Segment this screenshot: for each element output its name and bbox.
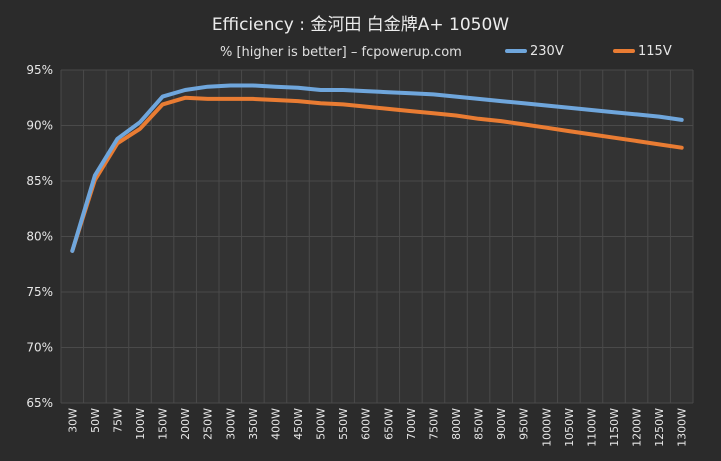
data-point-230v [477,97,481,101]
y-tick-label: 75% [26,285,53,299]
legend-swatch-115v [613,49,635,53]
x-tick-label: 1150W [608,408,621,447]
data-point-230v [635,112,639,116]
data-point-115v [364,105,368,109]
x-tick-label: 950W [518,408,531,440]
data-point-115v [273,98,277,102]
data-point-230v [341,88,345,92]
data-point-230v [544,104,548,107]
data-point-230v [680,118,684,122]
data-point-230v [161,95,165,99]
data-point-230v [454,95,458,99]
chart-subtitle: % [higher is better] – fcpowerup.com [220,45,462,60]
x-tick-label: 1100W [585,408,598,447]
y-tick-label: 70% [26,341,53,355]
x-tick-label: 850W [473,408,486,440]
x-tick-label: 400W [269,408,282,440]
data-point-115v [454,114,458,117]
data-point-115v [341,102,345,106]
x-tick-label: 600W [360,408,373,440]
x-tick-label: 200W [179,408,192,440]
data-point-115v [431,111,435,115]
x-tick-label: 900W [495,408,508,440]
data-point-230v [206,85,210,89]
x-tick-label: 500W [315,408,328,440]
data-point-115v [612,136,616,140]
x-tick-label: 450W [292,408,305,440]
data-point-115v [138,127,142,131]
data-point-115v [228,97,232,101]
x-tick-label: 1000W [540,408,553,447]
y-tick-label: 65% [26,396,53,410]
data-point-115v [296,99,300,103]
legend-item-115v: 115V [613,42,672,60]
x-tick-label: 75W [111,408,124,433]
data-point-230v [296,86,300,90]
data-point-115v [657,142,661,146]
data-point-230v [567,106,571,110]
x-tick-label: 350W [247,408,260,440]
data-point-230v [93,173,97,177]
data-point-230v [251,84,255,87]
x-tick-label: 300W [224,408,237,440]
x-tick-label: 1250W [653,408,666,447]
data-point-115v [567,129,571,133]
data-point-230v [589,108,593,112]
y-tick-label: 85% [26,174,53,188]
series-line-115v [70,95,684,253]
series-line-230v [70,83,684,253]
x-tick-label: 100W [134,408,147,440]
y-tick-label: 80% [26,230,53,244]
data-point-115v [251,97,255,101]
legend-label-115v: 115V [638,43,672,59]
data-point-115v [477,117,481,121]
data-point-230v [431,92,435,96]
x-tick-label: 250W [202,408,215,440]
x-tick-label: 1050W [563,408,576,447]
data-point-115v [183,96,187,100]
data-point-230v [657,115,661,119]
data-point-115v [319,101,323,105]
data-point-115v [680,146,684,150]
data-point-230v [612,110,616,114]
legend-swatch-230v [505,49,527,53]
x-tick-label: 30W [66,408,79,433]
data-point-230v [522,101,526,105]
x-tick-label: 150W [157,408,170,440]
legend-label-230v: 230V [530,43,564,59]
x-tick-label: 50W [89,408,102,433]
data-point-230v [183,88,187,92]
x-tick-label: 800W [450,408,463,440]
x-tick-label: 1200W [631,408,644,447]
data-point-230v [115,137,119,141]
x-tick-label: 1300W [676,408,689,447]
data-point-230v [273,85,277,89]
y-tick-label: 95% [26,63,53,77]
data-point-230v [499,99,503,103]
x-tick-label: 650W [382,408,395,440]
y-tick-label: 90% [26,119,53,133]
data-point-115v [161,102,165,106]
data-point-115v [589,132,593,136]
data-point-230v [409,91,413,95]
data-point-115v [544,126,548,130]
legend-item-230v: 230V [505,42,564,60]
data-point-115v [522,122,526,126]
data-point-230v [138,120,142,124]
data-point-115v [499,119,503,123]
data-point-115v [206,97,210,101]
data-point-230v [70,249,74,253]
data-point-115v [635,139,639,143]
x-tick-label: 550W [337,408,350,440]
x-tick-label: 750W [427,408,440,440]
chart-title: Efficiency : 金河田 白金牌A+ 1050W [211,15,510,35]
x-tick-label: 700W [405,408,418,440]
data-point-115v [386,107,390,111]
data-point-115v [409,109,413,113]
data-point-230v [319,88,323,92]
data-point-230v [386,90,390,94]
data-point-230v [364,89,368,93]
data-point-230v [228,84,232,87]
